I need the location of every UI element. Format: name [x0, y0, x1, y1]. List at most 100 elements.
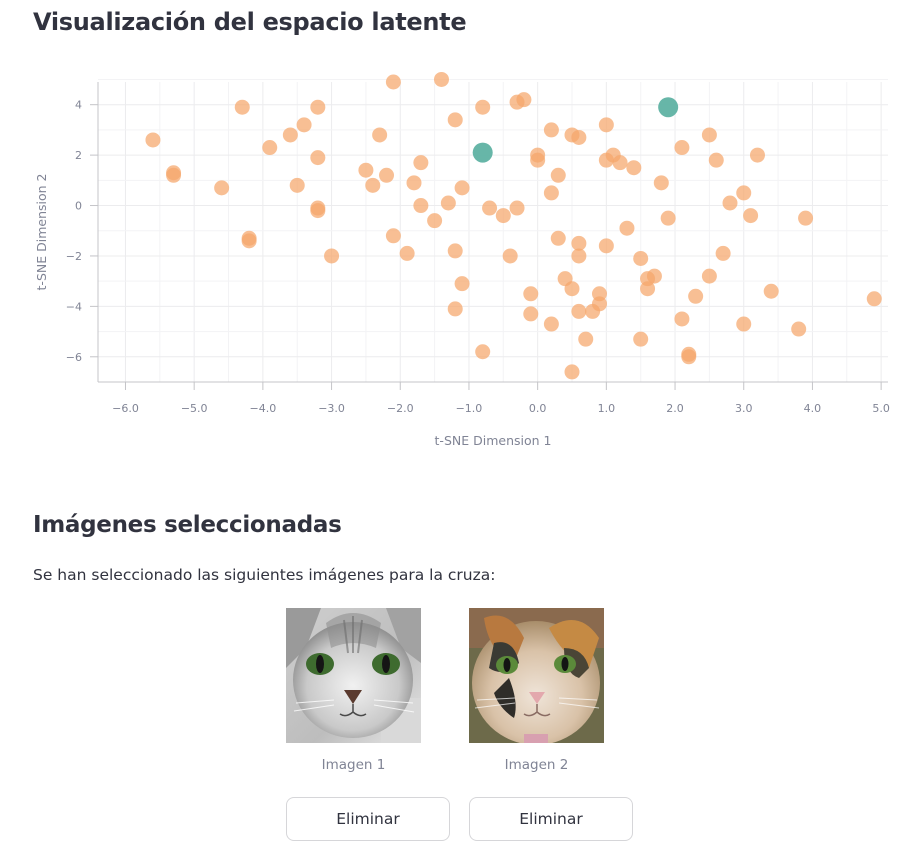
latent-point[interactable]: [653, 175, 669, 191]
latent-point[interactable]: [571, 129, 587, 145]
latent-point[interactable]: [598, 117, 614, 133]
latent-point[interactable]: [578, 331, 594, 347]
latent-point[interactable]: [310, 150, 326, 166]
latent-point[interactable]: [310, 203, 326, 219]
x-tick-label: 2.0: [666, 402, 684, 415]
latent-point[interactable]: [633, 250, 649, 266]
latent-point[interactable]: [427, 213, 443, 229]
latent-point[interactable]: [509, 200, 525, 216]
latent-point[interactable]: [145, 132, 161, 148]
calico-cat-photo-icon: [469, 608, 604, 743]
latent-point[interactable]: [543, 185, 559, 201]
remove-image-2-button[interactable]: Eliminar: [469, 797, 633, 841]
y-tick-label: −4: [66, 300, 82, 313]
latent-point[interactable]: [571, 235, 587, 251]
latent-point[interactable]: [543, 316, 559, 332]
latent-point[interactable]: [736, 316, 752, 332]
latent-point[interactable]: [523, 306, 539, 322]
latent-point[interactable]: [482, 200, 498, 216]
page-title: Visualización del espacio latente: [33, 8, 467, 36]
selected-latent-point[interactable]: [658, 97, 679, 118]
latent-point[interactable]: [791, 321, 807, 337]
latent-point[interactable]: [406, 175, 422, 191]
latent-point[interactable]: [289, 177, 305, 193]
latent-point[interactable]: [523, 286, 539, 302]
latent-point[interactable]: [543, 122, 559, 138]
latent-point[interactable]: [166, 167, 182, 183]
latent-point[interactable]: [701, 127, 717, 143]
latent-point[interactable]: [626, 160, 642, 176]
latent-point[interactable]: [564, 281, 580, 297]
latent-point[interactable]: [495, 208, 511, 224]
latent-point[interactable]: [591, 296, 607, 312]
latent-point[interactable]: [749, 147, 765, 163]
latent-point[interactable]: [550, 167, 566, 183]
latent-point[interactable]: [413, 198, 429, 214]
latent-point[interactable]: [475, 99, 491, 115]
latent-point[interactable]: [385, 228, 401, 244]
latent-point[interactable]: [365, 177, 381, 193]
latent-point[interactable]: [234, 99, 250, 115]
y-tick-label: 0: [75, 200, 82, 213]
remove-image-1-button[interactable]: Eliminar: [286, 797, 450, 841]
latent-point[interactable]: [571, 248, 587, 264]
latent-point[interactable]: [722, 195, 738, 211]
latent-point[interactable]: [454, 276, 470, 292]
latent-point[interactable]: [530, 147, 546, 163]
latent-point[interactable]: [701, 268, 717, 284]
latent-point[interactable]: [681, 346, 697, 362]
latent-point[interactable]: [612, 155, 628, 171]
latent-point[interactable]: [674, 140, 690, 156]
latent-point[interactable]: [454, 180, 470, 196]
latent-point[interactable]: [646, 268, 662, 284]
latent-point[interactable]: [372, 127, 388, 143]
latent-point[interactable]: [296, 117, 312, 133]
latent-space-scatter-chart[interactable]: −6.0 −5.0 −4.0 −3.0 −2.0 −1.0 0.0 1.0 2.0 3.0 4.0 5…: [0, 70, 914, 465]
latent-point[interactable]: [571, 303, 587, 319]
latent-point[interactable]: [743, 208, 759, 224]
selected-latent-point[interactable]: [472, 142, 493, 163]
latent-point[interactable]: [241, 233, 257, 249]
latent-point[interactable]: [214, 180, 230, 196]
chart-axes: −6.0 −5.0 −4.0 −3.0 −2.0 −1.0 0.0 1.0 2.0 3.0 4.0 5…: [66, 82, 890, 415]
latent-point[interactable]: [688, 288, 704, 304]
latent-point[interactable]: [660, 210, 676, 226]
latent-point[interactable]: [674, 311, 690, 327]
latent-point[interactable]: [619, 220, 635, 236]
selected-image-2: [469, 608, 604, 743]
latent-point[interactable]: [447, 112, 463, 128]
latent-point[interactable]: [564, 364, 580, 380]
latent-point[interactable]: [708, 152, 724, 168]
latent-point[interactable]: [379, 167, 395, 183]
latent-point[interactable]: [798, 210, 814, 226]
x-axis-title: t-SNE Dimension 1: [435, 433, 552, 448]
latent-point[interactable]: [447, 243, 463, 259]
y-tick-label: 2: [75, 149, 82, 162]
latent-point[interactable]: [502, 248, 518, 264]
latent-point[interactable]: [413, 155, 429, 171]
latent-point[interactable]: [385, 74, 401, 90]
latent-point[interactable]: [310, 99, 326, 115]
latent-point[interactable]: [433, 71, 449, 87]
latent-point[interactable]: [324, 248, 340, 264]
latent-point[interactable]: [763, 283, 779, 299]
latent-point[interactable]: [475, 344, 491, 360]
latent-point[interactable]: [736, 185, 752, 201]
latent-point[interactable]: [550, 230, 566, 246]
y-tick-label: −2: [66, 250, 82, 263]
x-tick-label: −4.0: [250, 402, 277, 415]
chart-points[interactable]: [145, 71, 882, 380]
latent-point[interactable]: [516, 92, 532, 108]
latent-point[interactable]: [440, 195, 456, 211]
latent-point[interactable]: [447, 301, 463, 317]
latent-point[interactable]: [358, 162, 374, 178]
latent-point[interactable]: [282, 127, 298, 143]
image-1-caption: Imagen 1: [321, 757, 386, 773]
latent-point[interactable]: [399, 245, 415, 261]
latent-point[interactable]: [262, 140, 278, 156]
latent-point[interactable]: [598, 238, 614, 254]
chart-grid: [98, 78, 888, 382]
latent-point[interactable]: [866, 291, 882, 307]
latent-point[interactable]: [715, 245, 731, 261]
latent-point[interactable]: [633, 331, 649, 347]
